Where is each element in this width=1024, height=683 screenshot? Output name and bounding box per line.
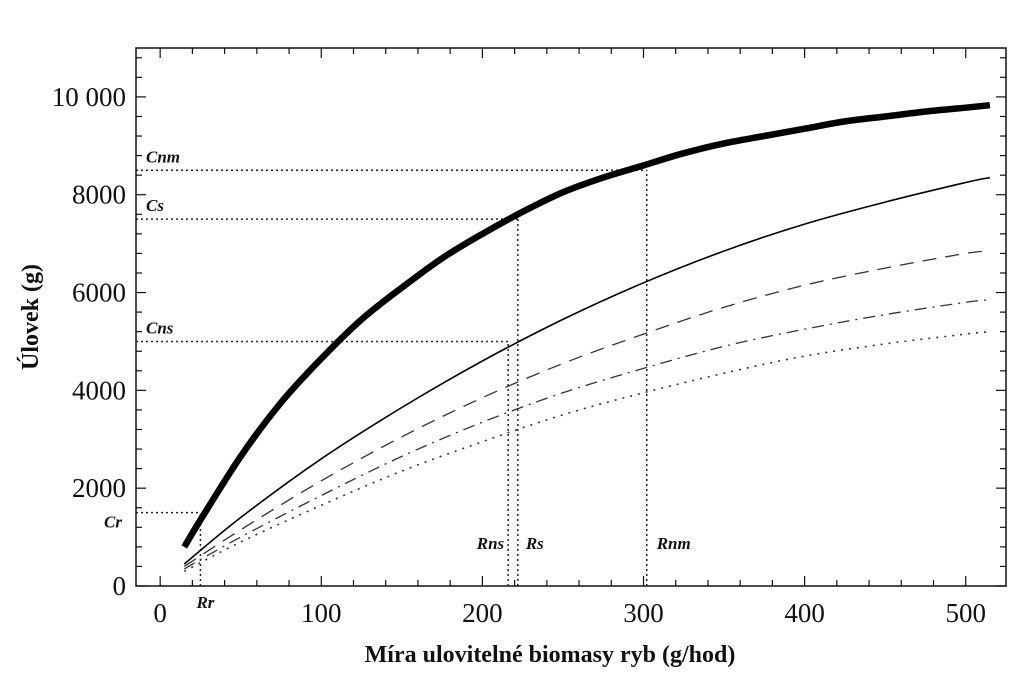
annotation-lines <box>136 169 648 586</box>
series-line-5-dotted <box>183 330 990 573</box>
annotation-label-cs: Cs <box>146 196 164 215</box>
annotation-label-rns: Rns <box>476 534 505 553</box>
x-tick-label: 0 <box>153 598 167 628</box>
x-tick-label: 100 <box>301 598 342 628</box>
x-tick-label: 200 <box>462 598 503 628</box>
ticks-layer: 0 100 200 300 400 500 0 2000 4000 6000 8000 10 000 <box>52 48 1006 628</box>
x-axis-title: Míra ulovitelné biomasy ryb (g/hod) <box>365 642 736 668</box>
y-tick-label: 6000 <box>72 278 126 308</box>
x-tick-label: 300 <box>623 598 664 628</box>
annotation-label-cnm: Cnm <box>146 147 180 166</box>
annotation-label-rr: Rr <box>195 593 214 612</box>
y-tick-label: 10 000 <box>52 82 126 112</box>
plot-frame <box>135 47 1007 587</box>
x-tick-label: 400 <box>784 598 825 628</box>
annotation-labels: Cnm Cs Cns Cr Rr Rns Rs Rnm <box>104 147 691 612</box>
series-line-2-solid <box>183 176 991 565</box>
annotation-label-cns: Cns <box>146 318 174 337</box>
y-tick-label: 4000 <box>72 375 126 405</box>
y-tick-label: 2000 <box>72 473 126 503</box>
x-tick-label: 500 <box>945 598 986 628</box>
y-tick-label: 0 <box>113 571 127 601</box>
annotation-label-rs: Rs <box>525 534 544 553</box>
annotation-label-cr: Cr <box>104 513 122 532</box>
y-tick-label: 8000 <box>72 180 126 210</box>
y-axis-title: Úlovek (g) <box>18 264 44 370</box>
series-line-4-dash-dot <box>183 299 990 570</box>
series-layer <box>181 101 991 573</box>
annotation-label-rnm: Rnm <box>656 534 691 553</box>
series-line-3-dashed <box>183 250 990 567</box>
series-line-1-solid-thick <box>181 101 991 549</box>
